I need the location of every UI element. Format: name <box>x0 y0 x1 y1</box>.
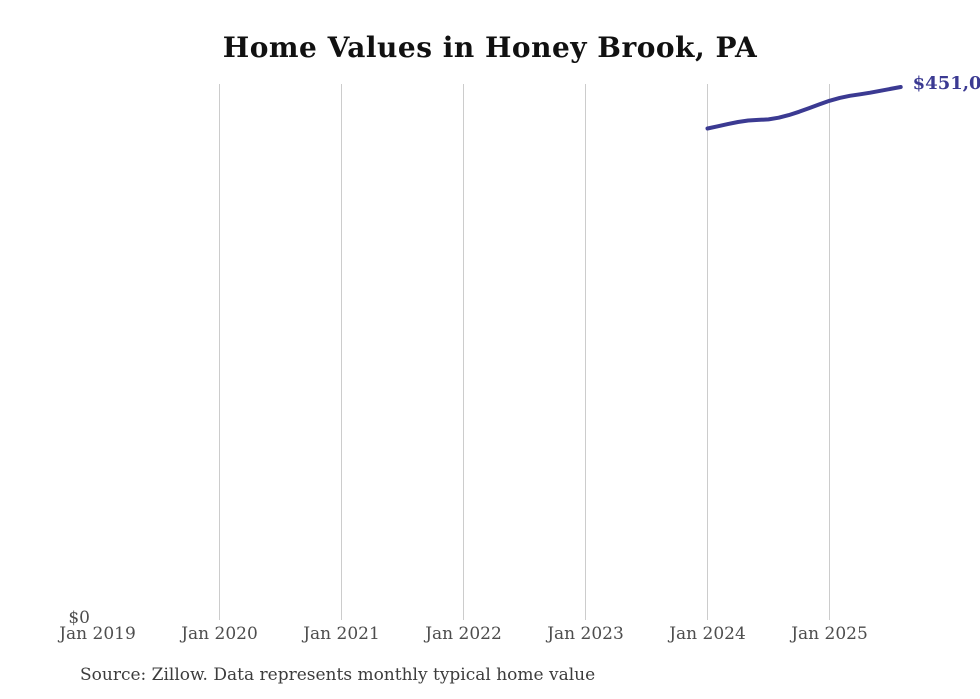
value-line <box>705 85 903 131</box>
source-note: Source: Zillow. Data represents monthly … <box>80 665 596 685</box>
home-values-line-chart: Jan 2019 Jan 2020 Jan 2021 Jan 2022 Jan 2023… <box>57 73 980 644</box>
x-tick-label: Jan 2019 <box>57 624 136 644</box>
chart-title: Home Values in Honey Brook, PA <box>222 31 758 64</box>
x-tick-label: Jan 2024 <box>667 624 746 644</box>
x-tick-label: Jan 2021 <box>301 624 380 644</box>
x-tick-label: Jan 2020 <box>179 624 258 644</box>
x-tick-label: Jan 2023 <box>545 624 624 644</box>
end-value-label: $451,085 <box>913 73 980 94</box>
x-tick-label: Jan 2025 <box>789 624 868 644</box>
y-zero-label: $0 <box>68 608 90 628</box>
x-tick-label: Jan 2022 <box>423 624 502 644</box>
